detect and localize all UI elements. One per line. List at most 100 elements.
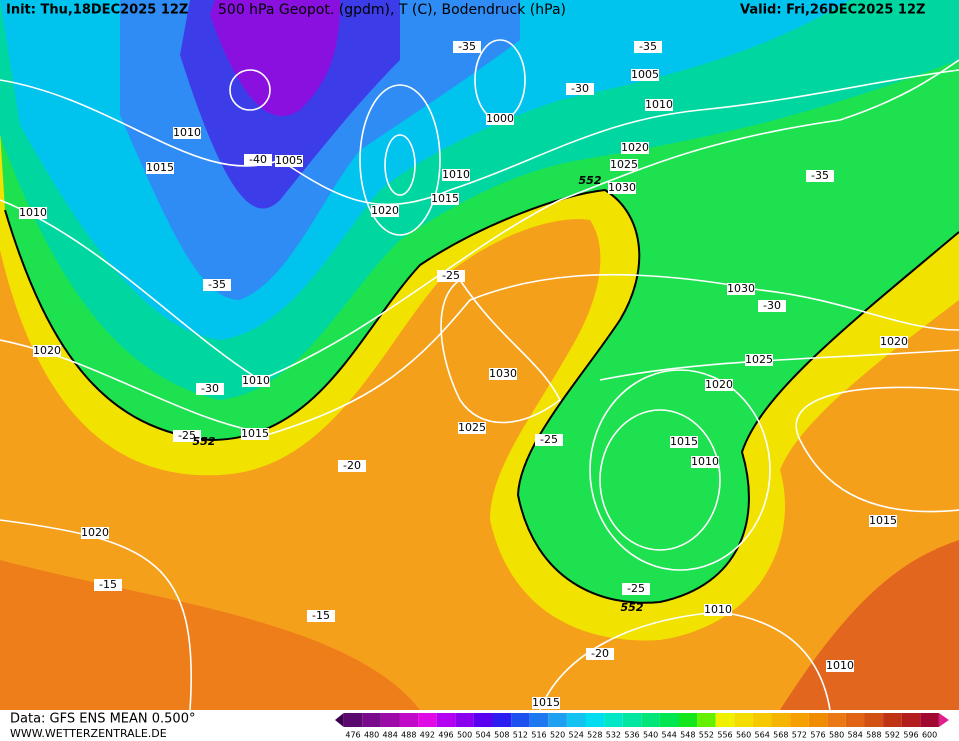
colorbar-swatch [641, 713, 660, 727]
colorbar-swatch [362, 713, 381, 727]
pressure-label-box [727, 283, 755, 295]
pressure-label-box [33, 345, 61, 357]
field-dark-orange [780, 540, 959, 710]
pressure-label: 1005 [631, 68, 659, 81]
temperature-label-box [244, 154, 272, 166]
colorbar-label: 512 [513, 731, 528, 740]
colorbar-swatch [715, 713, 735, 727]
pressure-label: 1020 [33, 344, 61, 357]
colorbar-swatch [418, 713, 437, 727]
colorbar-label: 508 [494, 731, 509, 740]
pressure-label-box [705, 379, 733, 391]
pressure-label: 1010 [704, 603, 732, 616]
map-title: 500 hPa Geopot. (gpdm), T (C), Bodendruc… [218, 2, 566, 18]
colorbar-swatch [827, 713, 846, 727]
pressure-label: 1015 [670, 435, 698, 448]
colorbar-swatch [455, 713, 474, 727]
pressure-label-box [442, 169, 470, 181]
temperature-label-box [94, 579, 122, 591]
pressure-label-box [745, 354, 773, 366]
colorbar-label: 528 [587, 731, 602, 740]
colorbar-swatch [790, 713, 809, 727]
colorbar-swatch [529, 713, 549, 727]
temperature-label: -25 [178, 429, 196, 442]
temperature-label: -35 [811, 169, 829, 182]
temperature-label-box [437, 270, 465, 282]
colorbar-arrow [335, 713, 344, 727]
temperature-label: -20 [343, 459, 361, 472]
colorbar-label: 480 [364, 731, 379, 740]
pressure-label: 1015 [241, 427, 269, 440]
site: WWW.WETTERZENTRALE.DE [10, 727, 167, 740]
pressure-label-box [608, 182, 636, 194]
data-source: Data: GFS ENS MEAN 0.500° [10, 712, 195, 727]
pressure-label-box [242, 375, 270, 387]
pressure-label-box [431, 193, 459, 205]
pressure-label-box [645, 99, 673, 111]
colorbar-label: 560 [736, 731, 751, 740]
temperature-label-box [535, 434, 563, 446]
pressure-label: 1020 [880, 335, 908, 348]
colorbar-swatch [920, 713, 939, 727]
colorbar-swatch [771, 713, 791, 727]
colorbar-label: 488 [401, 731, 416, 740]
pressure-label: 1025 [458, 421, 486, 434]
temperature-label: -35 [208, 278, 226, 291]
temperature-label-box [196, 383, 224, 395]
temperature-label-box [203, 279, 231, 291]
pressure-label: 1010 [826, 659, 854, 672]
pressure-label: 1000 [486, 112, 514, 125]
colorbar-label: 564 [755, 731, 770, 740]
pressure-label-box [880, 336, 908, 348]
colorbar-label: 556 [717, 731, 732, 740]
colorbar-label: 596 [903, 731, 918, 740]
valid-time: Valid: Fri,26DEC2025 12Z [740, 3, 925, 18]
pressure-label: 1030 [727, 282, 755, 295]
pressure-label: 1030 [608, 181, 636, 194]
colorbar-label: 536 [624, 731, 639, 740]
pressure-label-box [458, 422, 486, 434]
pressure-label-box [869, 515, 897, 527]
colorbar-label: 572 [792, 731, 807, 740]
pressure-label: 1025 [745, 353, 773, 366]
colorbar-swatch [752, 713, 772, 727]
temperature-label: -35 [639, 40, 657, 53]
pressure-label-box [371, 205, 399, 217]
colorbar-label: 600 [922, 731, 937, 740]
colorbar-label: 568 [773, 731, 788, 740]
colorbar-swatch [697, 713, 716, 727]
pressure-label-box [241, 428, 269, 440]
pressure-label: 1020 [371, 204, 399, 217]
temperature-label-box [307, 610, 335, 622]
colorbar-swatch [678, 713, 698, 727]
colorbar-swatch [380, 713, 400, 727]
colorbar-swatch [864, 713, 884, 727]
colorbar-swatch [473, 713, 493, 727]
temperature-label: -25 [540, 433, 558, 446]
pressure-label: 1015 [146, 161, 174, 174]
height-label: 552 [621, 601, 644, 614]
pressure-label: 1010 [19, 206, 47, 219]
pressure-label-box [19, 207, 47, 219]
pressure-label-box [631, 69, 659, 81]
colorbar-swatch [901, 713, 921, 727]
colorbar-label: 540 [643, 731, 658, 740]
colorbar-label: 476 [345, 731, 360, 740]
colorbar-swatch [622, 713, 642, 727]
isobars [0, 39, 959, 711]
colorbar-swatch [808, 713, 828, 727]
pressure-label: 1010 [645, 98, 673, 111]
temperature-label: -20 [591, 647, 609, 660]
temperature-label-box [634, 41, 662, 53]
pressure-label: 1020 [81, 526, 109, 539]
pressure-label-box [486, 113, 514, 125]
colorbar-label: 544 [662, 731, 677, 740]
temperature-label-box [566, 83, 594, 95]
colorbar-swatch [436, 713, 456, 727]
temperature-label-box [806, 170, 834, 182]
init-time: Init: Thu,18DEC2025 12Z [6, 3, 188, 18]
pressure-label-box [489, 368, 517, 380]
field-dark-orange [0, 560, 420, 710]
colorbar-swatch [399, 713, 419, 727]
colorbar-label: 524 [569, 731, 584, 740]
